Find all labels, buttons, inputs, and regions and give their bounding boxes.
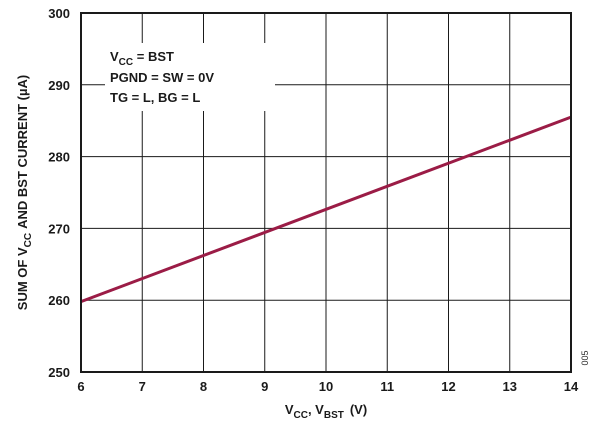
figure-code: 005 xyxy=(580,350,590,365)
annotation-vcc-sub: CC xyxy=(119,57,133,68)
annotation-vcc: V xyxy=(110,49,119,64)
tick-labels: 6 7 8 9 10 11 12 13 14 250 260 270 280 290 300 xyxy=(48,6,579,394)
series-line xyxy=(80,115,572,304)
annotation-line-2: PGND = SW = 0V xyxy=(110,70,214,85)
annotation-vcc-rest: = BST xyxy=(133,49,174,64)
y-tick-label: 290 xyxy=(48,78,70,93)
series xyxy=(80,115,572,304)
x-tick-label: 12 xyxy=(441,379,455,394)
annotation-background xyxy=(105,43,275,111)
x-tick-label: 9 xyxy=(261,379,268,394)
annotation-line-3: TG = L, BG = L xyxy=(110,90,200,105)
y-tick-label: 260 xyxy=(48,293,70,308)
y-axis-label: SUM OF VCCAND BST CURRENT (µA) xyxy=(15,75,34,310)
y-tick-label: 270 xyxy=(48,221,70,236)
annotation-line-1: VCC = BST xyxy=(110,49,174,68)
x-tick-label: 8 xyxy=(200,379,207,394)
x-tick-label: 13 xyxy=(503,379,517,394)
y-tick-label: 280 xyxy=(48,150,70,165)
x-tick-label: 10 xyxy=(319,379,333,394)
x-tick-label: 7 xyxy=(139,379,146,394)
plot-frame xyxy=(80,12,572,373)
x-tick-label: 14 xyxy=(564,379,579,394)
y-tick-label: 300 xyxy=(48,6,70,21)
x-tick-label: 11 xyxy=(380,379,394,394)
x-axis-label: VCC, VBST (V) xyxy=(285,402,367,421)
y-tick-label: 250 xyxy=(48,365,70,380)
x-tick-label: 6 xyxy=(77,379,84,394)
